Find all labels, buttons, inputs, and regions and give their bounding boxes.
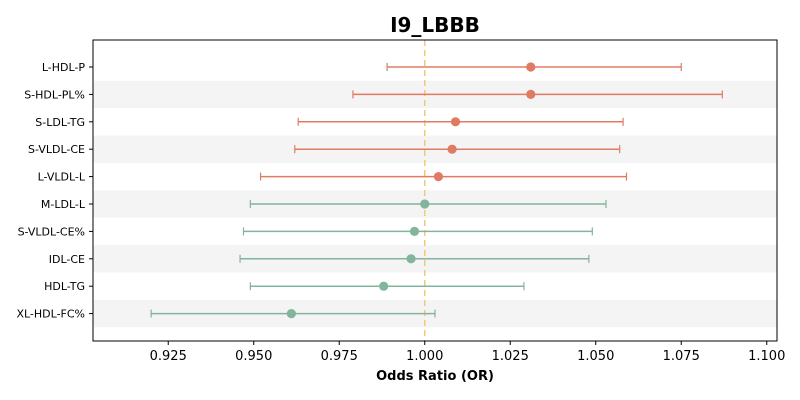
row-L-HDL-P xyxy=(386,62,682,72)
row-IDL-CE xyxy=(239,254,590,264)
x-tick-label: 1.050 xyxy=(577,349,614,364)
or-point xyxy=(433,172,444,182)
y-tick-label: IDL-CE xyxy=(49,253,85,266)
y-tick-label: L-HDL-P xyxy=(42,61,86,74)
x-tick-label: 0.950 xyxy=(235,349,272,364)
or-point xyxy=(447,144,457,154)
y-tick-label: S-VLDL-CE% xyxy=(18,225,85,238)
or-point xyxy=(526,62,536,72)
y-axis-labels: L-HDL-P S-HDL-PL% S-LDL-TG S-VLDL-CE L-VLDL-… xyxy=(16,61,93,321)
y-tick-label: L-VLDL-L xyxy=(38,171,86,184)
plot-frame xyxy=(92,39,778,342)
or-point xyxy=(420,199,430,209)
x-axis: 0.925 0.950 0.975 1.000 1.025 1.050 1.075 1.100 xyxy=(150,341,785,364)
row-S-VLDL-CE% xyxy=(242,226,593,236)
chart-title: I9_LBBB xyxy=(390,13,480,37)
x-tick-label: 0.975 xyxy=(321,349,358,364)
or-point xyxy=(379,281,389,291)
or-point xyxy=(409,226,420,236)
row-M-LDL-L xyxy=(249,199,607,209)
x-tick-label: 1.075 xyxy=(663,349,700,364)
x-tick-label: 0.925 xyxy=(150,349,187,364)
row-XL-HDL-FC% xyxy=(150,309,436,319)
row-S-HDL-PL% xyxy=(352,89,723,99)
y-tick-label: M-LDL-L xyxy=(41,198,86,211)
y-tick-label: XL-HDL-FC% xyxy=(16,308,85,321)
or-point xyxy=(450,117,461,127)
x-tick-label: 1.025 xyxy=(492,349,529,364)
row-HDL-TG xyxy=(249,281,525,291)
x-tick-label: 1.100 xyxy=(748,349,785,364)
y-tick-label: S-HDL-PL% xyxy=(24,88,85,101)
row-S-VLDL-CE xyxy=(294,144,621,154)
row-L-VLDL-L xyxy=(259,172,628,182)
or-point xyxy=(406,254,416,264)
row-S-LDL-TG xyxy=(297,117,624,127)
y-tick-label: S-LDL-TG xyxy=(35,116,85,129)
x-axis-label: Odds Ratio (OR) xyxy=(376,369,494,384)
or-point xyxy=(286,309,296,319)
y-tick-label: S-VLDL-CE xyxy=(28,143,85,156)
confidence-intervals xyxy=(150,62,723,319)
x-tick-label: 1.000 xyxy=(406,349,443,364)
y-tick-label: HDL-TG xyxy=(44,280,85,293)
or-point xyxy=(526,89,536,99)
